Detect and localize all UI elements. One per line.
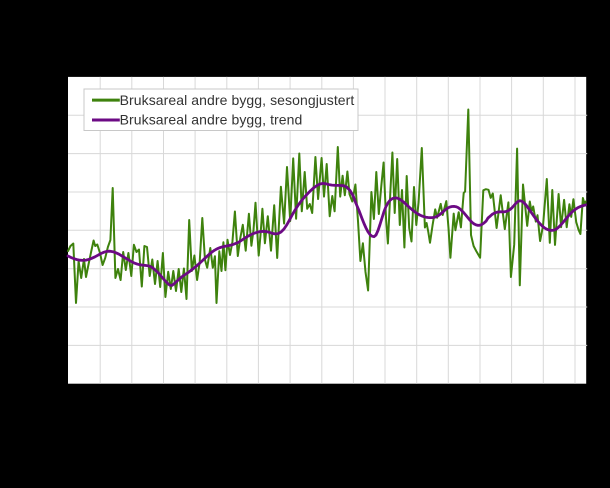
svg-text:Bruksareal andre bygg, sesongj: Bruksareal andre bygg, sesongjustert xyxy=(120,92,355,108)
svg-text:Bruksareal andre bygg, trend: Bruksareal andre bygg, trend xyxy=(120,112,303,128)
